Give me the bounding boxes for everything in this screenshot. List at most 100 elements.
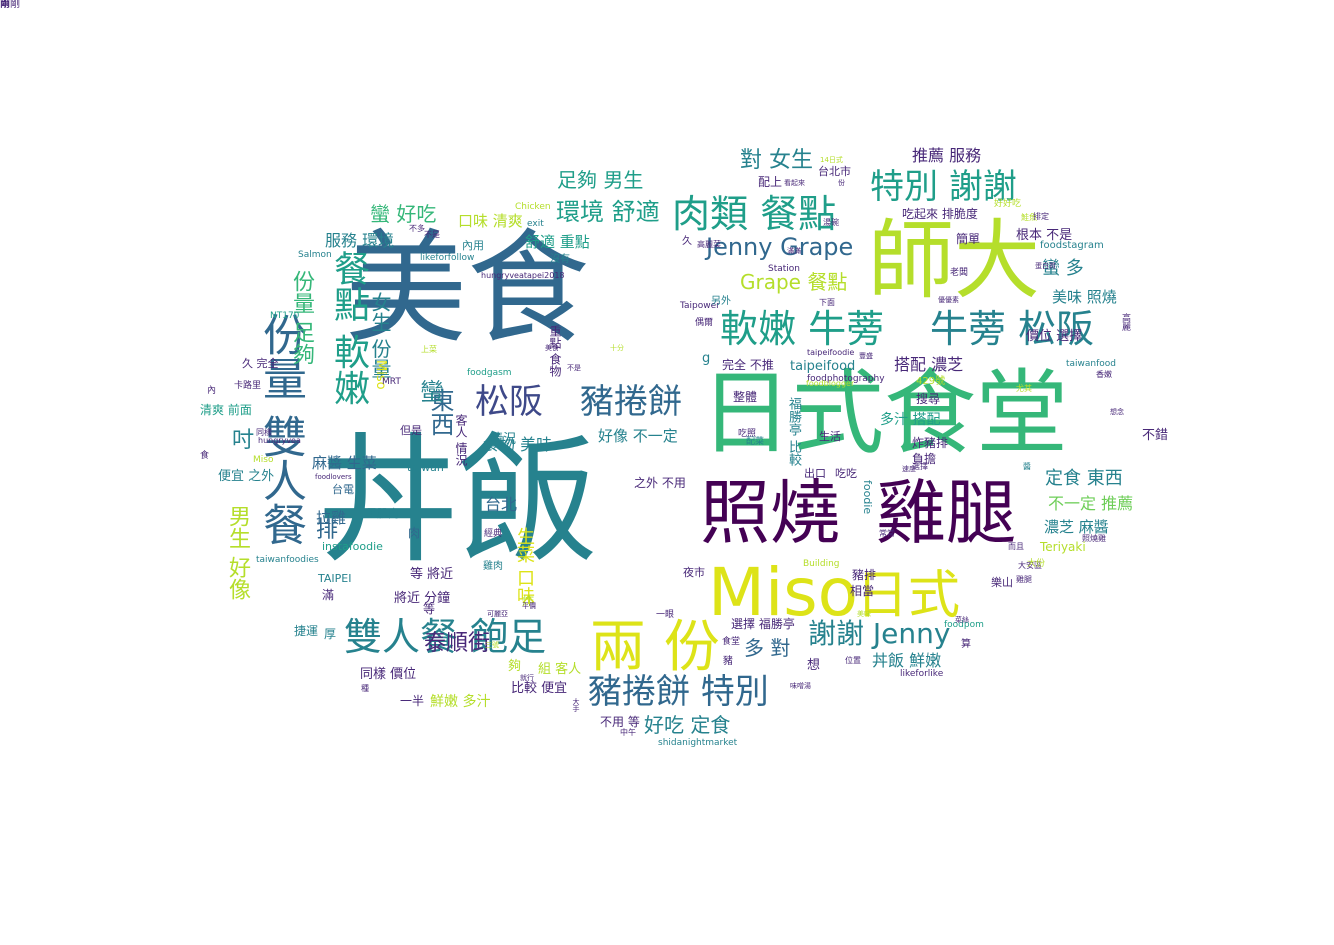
cloud-word: 等 — [423, 602, 436, 616]
cloud-word: 便宜 之外 — [218, 469, 275, 484]
cloud-word: taiwan — [407, 461, 444, 474]
cloud-word: 肉 — [408, 526, 421, 540]
cloud-word: 豬 — [723, 656, 733, 667]
cloud-word: 內 — [207, 386, 217, 396]
cloud-word: Grape 餐點 — [740, 270, 848, 294]
cloud-word: 好吃 定食 — [644, 713, 731, 737]
cloud-word: 看起來 — [784, 179, 805, 187]
cloud-word: 好好吃 — [994, 199, 1022, 209]
cloud-word: 而且 — [1008, 542, 1024, 551]
cloud-word: g — [702, 351, 711, 366]
cloud-word: 捷運 — [294, 624, 319, 638]
cloud-word: 夜市 — [683, 566, 705, 579]
cloud-word: 美食 — [545, 344, 559, 352]
cloud-word: 不是 — [567, 364, 581, 372]
cloud-word: Miso — [373, 360, 388, 390]
cloud-word: 台電 — [332, 483, 354, 496]
cloud-word: foodstagram — [1040, 240, 1104, 251]
cloud-word: 根本 不是 — [1016, 228, 1073, 243]
cloud-word: 14日式 — [820, 156, 843, 164]
cloud-word: 環境 舒適 — [556, 198, 660, 226]
cloud-word: 偶爾 — [695, 318, 714, 328]
cloud-word: 不錯 — [1142, 428, 1169, 443]
cloud-word: 炸豬排 — [912, 436, 949, 450]
cloud-word: 情況 — [490, 432, 517, 447]
cloud-word: 等 將近 — [410, 567, 454, 582]
cloud-word: taiwanfoodies — [256, 555, 319, 565]
cloud-word: 炸 — [522, 594, 535, 608]
cloud-word: 麻醬 生菜 — [312, 454, 377, 472]
cloud-word: 內用 — [462, 239, 484, 252]
cloud-word: 經典 — [484, 529, 503, 539]
cloud-word: 雞腿 — [876, 472, 1016, 554]
cloud-word: taipeifoodie — [807, 348, 855, 357]
cloud-word: 算 — [961, 639, 971, 650]
cloud-word: 高麗 — [1120, 313, 1130, 331]
cloud-word: 上菜 — [421, 345, 437, 354]
cloud-word: 份量 雙人餐 — [255, 312, 306, 546]
cloud-word: 食 — [200, 451, 210, 461]
cloud-word: 餐點 軟嫩 — [328, 250, 369, 406]
cloud-word: instafoodie — [322, 540, 383, 553]
cloud-word: 兩 — [0, 0, 10, 10]
cloud-word: 搭配 濃芝 — [894, 355, 964, 374]
cloud-word: 配上 — [758, 175, 783, 189]
cloud-word: 速度 — [902, 465, 916, 473]
cloud-word: 平價 — [522, 602, 536, 610]
cloud-word: 不一定 推薦 — [1048, 494, 1134, 513]
cloud-word: 出口 — [804, 467, 826, 480]
cloud-word: 雙人餐 飽足 — [344, 615, 547, 659]
cloud-word: Taipower — [680, 301, 720, 311]
cloud-word: 特別 謝謝 — [870, 167, 1017, 207]
cloud-word: 價位 選擇 — [1026, 329, 1083, 344]
cloud-word: 湯碗 — [823, 218, 839, 227]
cloud-word: 429號 — [916, 376, 946, 387]
cloud-word: 肉類 餐點 — [672, 192, 837, 236]
cloud-word: TAIPEI — [318, 572, 352, 585]
cloud-word: MRT — [382, 377, 401, 387]
cloud-word: 高麗菜 — [697, 240, 721, 249]
cloud-word: 食堂 — [722, 637, 741, 647]
cloud-word: exit — [527, 219, 544, 229]
cloud-word: 之外 不用 — [634, 476, 686, 490]
cloud-word: 對 女生 — [740, 148, 813, 173]
cloud-word: 蠻 好吃 — [370, 202, 437, 226]
cloud-word: 蠻 — [420, 378, 444, 406]
cloud-word: 吃照 — [738, 429, 757, 439]
cloud-word: 舒適 重點 — [525, 233, 590, 251]
cloud-word: 另外 — [711, 296, 731, 307]
cloud-word: Chicken — [515, 202, 551, 212]
cloud-word: foodgasm — [467, 368, 512, 378]
cloud-word: 位置 — [845, 656, 861, 665]
cloud-word: hungryvea — [258, 436, 301, 445]
cloud-word: Jenny Grape — [706, 233, 854, 261]
cloud-word: 夠 — [508, 659, 522, 674]
cloud-word: 濃芝 麻醬 — [1044, 518, 1109, 536]
cloud-word: 滿滿 — [787, 247, 801, 255]
cloud-word: 不用 等 — [600, 715, 640, 729]
cloud-word: 常常 — [879, 529, 895, 538]
cloud-word: 雨 — [0, 0, 10, 10]
cloud-word: 香嫩 — [1096, 370, 1112, 379]
cloud-word: 客人 情況 — [454, 414, 468, 466]
cloud-word: 好像 不一定 — [598, 427, 678, 445]
cloud-word: 泰順街 — [424, 631, 491, 656]
cloud-word: 鮮嫩 多汁 — [430, 694, 491, 710]
cloud-word: 大份 — [1027, 559, 1046, 569]
cloud-word: NT170 — [270, 311, 300, 321]
cloud-word: 想念 — [1110, 408, 1124, 416]
cloud-word: 吃吃 — [835, 467, 857, 480]
cloud-word: 吃起來 排脆度 — [902, 207, 978, 221]
cloud-word: foodblogger — [806, 379, 855, 388]
cloud-word: 久 完全 — [242, 357, 279, 370]
cloud-word: 厚 — [324, 627, 337, 641]
cloud-word: 生菜 口味 — [514, 527, 535, 605]
cloud-word: 樂山 — [991, 576, 1013, 589]
cloud-word: foodie — [861, 480, 874, 515]
cloud-word: 剛剛 — [0, 0, 20, 10]
cloud-word: 清爽 前面 — [200, 403, 252, 417]
cloud-word: 選擇 福勝亭 — [731, 617, 795, 631]
cloud-word: 台北市 — [818, 165, 851, 178]
cloud-word: foodphotography — [807, 374, 885, 384]
cloud-word: 可麗亞 — [487, 610, 508, 618]
